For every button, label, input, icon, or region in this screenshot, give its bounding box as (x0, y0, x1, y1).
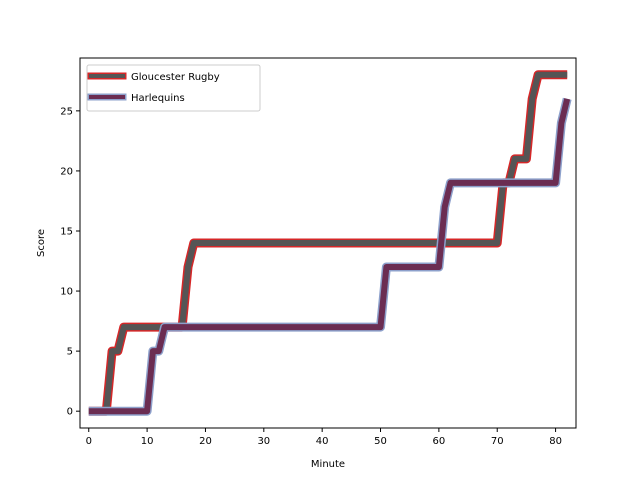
plot-frame (79, 57, 577, 429)
x-tick-label: 70 (491, 436, 504, 447)
y-axis-label: Score (36, 229, 47, 257)
y-axis-ticks: 0 5 10 15 20 25 (60, 106, 80, 418)
x-tick-label: 40 (316, 436, 329, 447)
x-tick-label: 10 (141, 436, 154, 447)
x-tick-label: 60 (433, 436, 446, 447)
legend-box (86, 64, 261, 112)
x-tick-label: 30 (257, 436, 270, 447)
series-layer (88, 70, 572, 416)
y-tick-label: 25 (60, 106, 73, 117)
x-axis-label: Minute (311, 459, 345, 470)
x-axis-ticks: 0 10 20 30 40 50 60 70 80 (86, 428, 562, 447)
legend-label-harlequins: Harlequins (131, 93, 185, 104)
x-tick-label: 80 (549, 436, 562, 447)
series-line-inner-harlequins (88, 98, 571, 415)
legend: Gloucester Rugby Harlequins (86, 64, 261, 112)
legend-label-gloucester: Gloucester Rugby (131, 72, 220, 83)
x-tick-label: 50 (374, 436, 387, 447)
y-tick-label: 0 (67, 407, 73, 418)
x-tick-label: 20 (199, 436, 212, 447)
y-tick-label: 10 (60, 287, 73, 298)
y-tick-label: 20 (60, 166, 73, 177)
y-tick-label: 15 (60, 226, 73, 237)
series-line-inner-gloucester-rugby (88, 71, 568, 415)
y-tick-label: 5 (67, 347, 73, 358)
x-tick-label: 0 (86, 436, 92, 447)
